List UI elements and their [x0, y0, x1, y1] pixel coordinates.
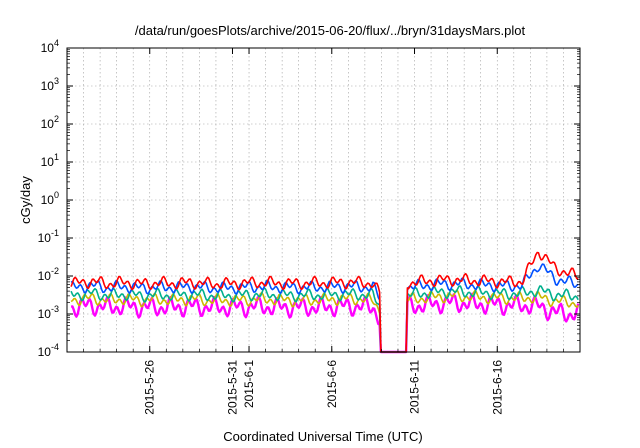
x-tick-label: 2015-6-16	[490, 360, 504, 415]
x-tick-label: 2015-6-1	[242, 360, 256, 408]
y-tick-label: 104	[41, 38, 59, 55]
x-axis: 2015-5-26 2015-5-31 2015-6-1 2015-6-6 2015-6…	[83, 48, 564, 415]
x-tick-label: 2015-5-31	[225, 360, 239, 415]
x-tick-label: 2015-6-11	[408, 360, 422, 414]
y-tick-label: 10-2	[38, 266, 59, 283]
y-tick-label: 102	[41, 114, 59, 131]
series-line-2	[70, 263, 579, 353]
y-tick-label: 10-3	[38, 304, 59, 321]
chart-title: /data/run/goesPlots/archive/2015-06-20/f…	[135, 23, 526, 38]
x-axis-label: Coordinated Universal Time (UTC)	[223, 429, 422, 444]
x-tick-label: 2015-5-26	[143, 360, 157, 415]
series-line-1	[70, 251, 579, 353]
series-line-3	[70, 285, 579, 353]
series-group	[70, 251, 580, 354]
x-tick-label: 2015-6-6	[325, 360, 339, 408]
y-axis: 104 103 102 101 100 10-1 10-2 10-3 10-4	[38, 38, 580, 359]
series-line-5	[70, 292, 580, 354]
y-tick-label: 101	[41, 152, 59, 169]
y-tick-label: 100	[41, 190, 59, 207]
y-tick-label: 103	[41, 76, 59, 93]
y-tick-label: 10-1	[38, 228, 59, 245]
y-tick-label: 10-4	[38, 342, 59, 359]
y-axis-label: cGy/day	[18, 176, 33, 224]
